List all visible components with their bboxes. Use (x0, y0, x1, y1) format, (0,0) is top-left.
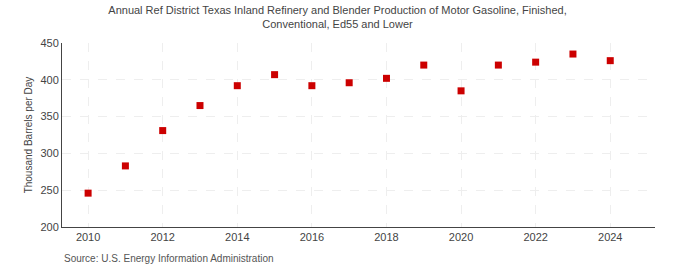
svg-text:2024: 2024 (598, 231, 622, 243)
svg-text:450: 450 (40, 37, 58, 49)
svg-text:400: 400 (40, 74, 58, 86)
svg-text:2014: 2014 (225, 231, 249, 243)
svg-text:Source: U.S. Energy Informatio: Source: U.S. Energy Information Administ… (64, 253, 274, 264)
svg-text:250: 250 (40, 184, 58, 196)
svg-text:2018: 2018 (374, 231, 398, 243)
svg-text:300: 300 (40, 147, 58, 159)
svg-text:2012: 2012 (150, 231, 174, 243)
svg-text:200: 200 (40, 221, 58, 233)
svg-text:350: 350 (40, 110, 58, 122)
svg-text:Thousand Barrels per Day: Thousand Barrels per Day (23, 77, 34, 194)
svg-text:Annual Ref District Texas Inla: Annual Ref District Texas Inland Refiner… (108, 4, 566, 30)
svg-text:2022: 2022 (523, 231, 547, 243)
svg-text:2010: 2010 (76, 231, 100, 243)
svg-text:2016: 2016 (300, 231, 324, 243)
svg-text:2020: 2020 (449, 231, 473, 243)
